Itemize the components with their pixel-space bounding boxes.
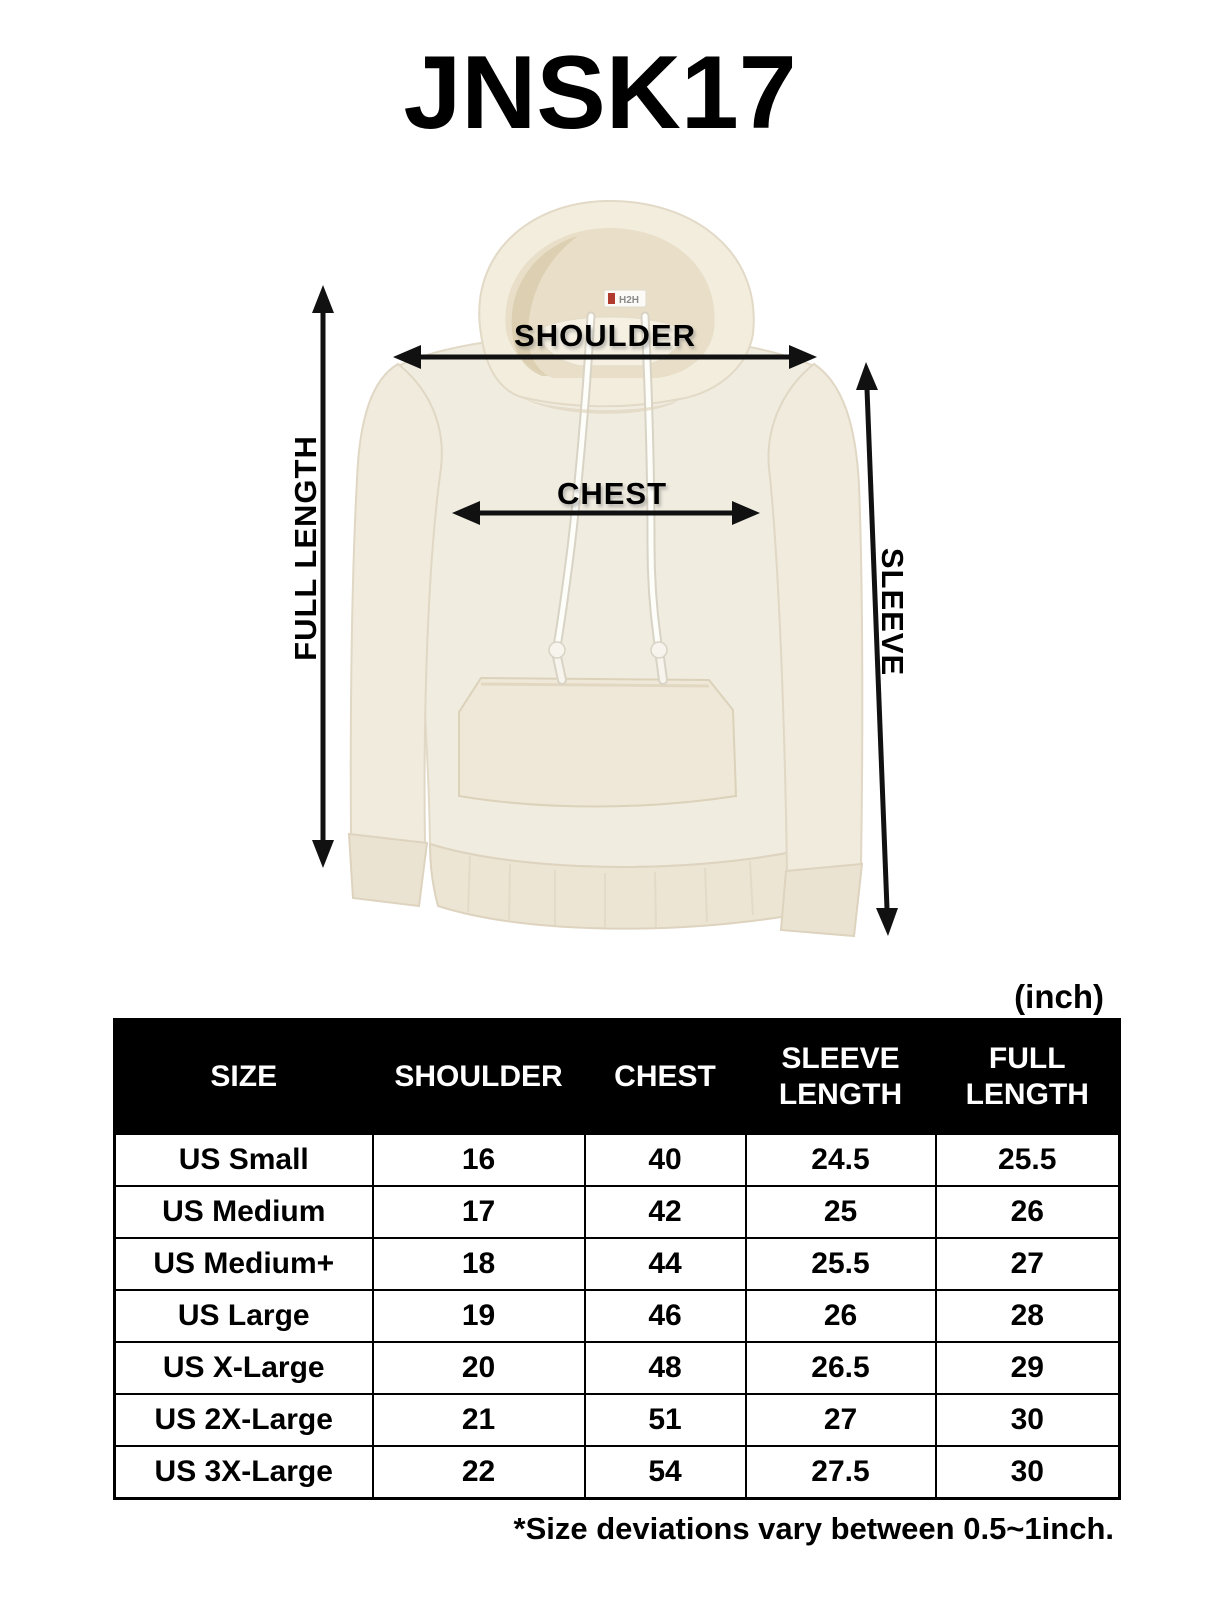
table-row: US Large 19 46 26 28 bbox=[113, 1289, 1121, 1343]
cell-full-length: 26 bbox=[934, 1185, 1121, 1239]
table-row: US 2X-Large 21 51 27 30 bbox=[113, 1393, 1121, 1447]
hoodie-pocket bbox=[458, 676, 738, 808]
cell-full-length: 30 bbox=[934, 1445, 1121, 1500]
full-length-arrow bbox=[312, 285, 334, 868]
sleeve-arrow bbox=[856, 362, 898, 936]
table-row: US X-Large 20 48 26.5 29 bbox=[113, 1341, 1121, 1395]
cell-size: US 2X-Large bbox=[113, 1393, 374, 1447]
cell-full-length: 25.5 bbox=[934, 1133, 1121, 1187]
units-label: (inch) bbox=[1014, 978, 1104, 1015]
cell-shoulder: 19 bbox=[371, 1289, 586, 1343]
header-shoulder: SHOULDER bbox=[371, 1018, 586, 1135]
neck-tag: H2H bbox=[603, 289, 647, 308]
cell-chest: 42 bbox=[583, 1185, 747, 1239]
cell-chest: 48 bbox=[583, 1341, 747, 1395]
cell-sleeve-length: 24.5 bbox=[744, 1133, 937, 1187]
cell-sleeve-length: 27 bbox=[744, 1393, 937, 1447]
cell-shoulder: 20 bbox=[371, 1341, 586, 1395]
size-table: SIZE SHOULDER CHEST SLEEVE LENGTH FULL L… bbox=[113, 1018, 1121, 1500]
hoodie-left-cuff bbox=[347, 832, 429, 908]
cell-size: US 3X-Large bbox=[113, 1445, 374, 1500]
chest-label: CHEST bbox=[556, 476, 668, 511]
size-table-header: SIZE SHOULDER CHEST SLEEVE LENGTH FULL L… bbox=[113, 1018, 1121, 1135]
cell-size: US Large bbox=[113, 1289, 374, 1343]
table-row: US Medium 17 42 25 26 bbox=[113, 1185, 1121, 1239]
measurement-arrows bbox=[312, 285, 898, 936]
cell-shoulder: 21 bbox=[371, 1393, 586, 1447]
cell-sleeve-length: 26.5 bbox=[744, 1341, 937, 1395]
drawstrings bbox=[548, 311, 668, 685]
shoulder-label: SHOULDER bbox=[514, 318, 696, 353]
shoulder-arrow bbox=[393, 345, 817, 369]
hoodie-measurement-diagram: H2H bbox=[312, 199, 898, 938]
cell-sleeve-length: 26 bbox=[744, 1289, 937, 1343]
cell-full-length: 27 bbox=[934, 1237, 1121, 1291]
cell-chest: 54 bbox=[583, 1445, 747, 1500]
size-deviation-note: *Size deviations vary between 0.5~1inch. bbox=[513, 1511, 1114, 1546]
table-row: US Medium+ 18 44 25.5 27 bbox=[113, 1237, 1121, 1291]
cell-chest: 46 bbox=[583, 1289, 747, 1343]
page-title: JNSK17 bbox=[403, 35, 797, 151]
cell-full-length: 29 bbox=[934, 1341, 1121, 1395]
header-sleeve-length: SLEEVE LENGTH bbox=[744, 1018, 937, 1135]
cell-full-length: 30 bbox=[934, 1393, 1121, 1447]
cell-chest: 51 bbox=[583, 1393, 747, 1447]
cell-full-length: 28 bbox=[934, 1289, 1121, 1343]
table-row: US Small 16 40 24.5 25.5 bbox=[113, 1133, 1121, 1187]
cell-size: US Medium bbox=[113, 1185, 374, 1239]
cell-chest: 44 bbox=[583, 1237, 747, 1291]
hoodie-right-cuff bbox=[779, 862, 864, 938]
cell-shoulder: 22 bbox=[371, 1445, 586, 1500]
neck-tag-text: H2H bbox=[619, 295, 639, 306]
sleeve-label: SLEEVE bbox=[875, 547, 910, 677]
header-full-length: FULL LENGTH bbox=[934, 1018, 1121, 1135]
header-chest: CHEST bbox=[583, 1018, 747, 1135]
cell-size: US Medium+ bbox=[113, 1237, 374, 1291]
cell-shoulder: 16 bbox=[371, 1133, 586, 1187]
cell-shoulder: 17 bbox=[371, 1185, 586, 1239]
cell-sleeve-length: 25.5 bbox=[744, 1237, 937, 1291]
cell-chest: 40 bbox=[583, 1133, 747, 1187]
cell-sleeve-length: 27.5 bbox=[744, 1445, 937, 1500]
cell-size: US X-Large bbox=[113, 1341, 374, 1395]
cell-size: US Small bbox=[113, 1133, 374, 1187]
full-length-label: FULL LENGTH bbox=[288, 435, 323, 661]
hoodie-illustration: H2H bbox=[347, 199, 864, 938]
header-size: SIZE bbox=[113, 1018, 374, 1135]
cell-shoulder: 18 bbox=[371, 1237, 586, 1291]
chest-arrow bbox=[452, 501, 760, 525]
cell-sleeve-length: 25 bbox=[744, 1185, 937, 1239]
table-row: US 3X-Large 22 54 27.5 30 bbox=[113, 1445, 1121, 1500]
